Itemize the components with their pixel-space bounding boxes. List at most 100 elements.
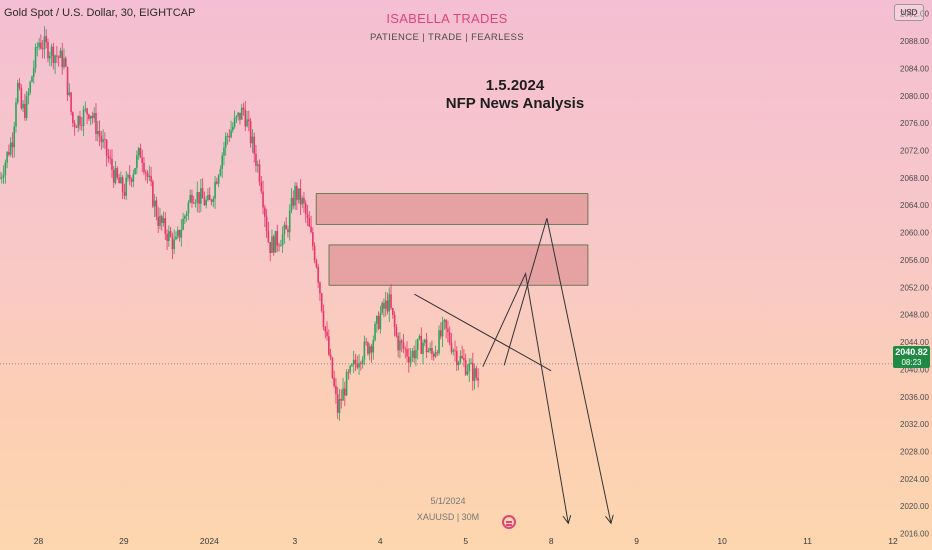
x-tick-label: 3 <box>292 536 297 546</box>
x-tick-label: 8 <box>549 536 554 546</box>
candle-body <box>258 164 261 182</box>
candle-body <box>376 316 378 324</box>
candle-body <box>326 331 328 337</box>
candle-body <box>96 130 99 134</box>
candle-body <box>440 330 442 337</box>
symbol-title: Gold Spot / U.S. Dollar, 30, EIGHTCAP <box>4 7 196 19</box>
candle-body <box>224 136 227 148</box>
candle-body <box>381 303 383 313</box>
candle-body <box>70 92 72 113</box>
candle-body <box>38 42 40 48</box>
candle-body <box>288 210 291 233</box>
candle-body <box>200 188 202 204</box>
candle-body <box>242 107 245 110</box>
projection-path <box>503 218 611 523</box>
candle-body <box>431 348 433 355</box>
candle-body <box>89 115 92 119</box>
candle-body <box>189 194 191 203</box>
candle-body <box>146 172 149 177</box>
candle-body <box>0 177 3 179</box>
candle-body <box>347 372 350 373</box>
y-tick-label: 2032.00 <box>900 420 929 429</box>
candle-body <box>57 56 60 58</box>
candle-body <box>121 177 124 192</box>
candle-body <box>390 294 392 309</box>
candle-body <box>271 236 273 253</box>
candle-body <box>466 371 469 375</box>
candle-body <box>153 200 156 207</box>
current-price-value: 2040.82 <box>895 347 928 357</box>
candle-body <box>64 58 67 67</box>
candle-body <box>281 234 284 246</box>
candle-body <box>368 346 371 354</box>
candle-body <box>16 82 19 103</box>
candle-body <box>43 36 46 50</box>
candle-body <box>4 162 7 176</box>
candle-body <box>456 350 458 366</box>
candle-body <box>296 185 298 200</box>
candle-body <box>374 323 376 341</box>
candle-body <box>264 207 266 217</box>
y-tick-label: 2080.00 <box>900 92 929 101</box>
candle-body <box>25 96 28 119</box>
candle-body <box>63 58 65 68</box>
y-tick-label: 2056.00 <box>900 256 929 265</box>
annotation-title: NFP News Analysis <box>445 95 585 112</box>
candle-body <box>198 192 200 204</box>
currency-button[interactable]: USD <box>894 4 924 21</box>
candle-body <box>141 157 143 163</box>
candle-body <box>267 231 270 243</box>
candle-body <box>143 162 145 173</box>
candle-body <box>356 363 359 368</box>
candle-body <box>36 47 39 48</box>
candle-body <box>100 136 103 143</box>
candle-body <box>79 116 81 126</box>
candle-body <box>303 197 305 204</box>
candle-body <box>205 200 207 206</box>
candle-body <box>393 314 396 328</box>
candle-body <box>461 355 463 359</box>
candle-body <box>383 303 385 309</box>
candle-body <box>452 350 455 352</box>
candle-body <box>322 310 325 327</box>
watermark-date: 5/1/2024 <box>430 496 466 506</box>
candle-body <box>239 112 241 120</box>
candle-body <box>228 135 231 138</box>
candle-body <box>171 236 174 250</box>
candle-body <box>415 350 417 359</box>
candle-body <box>109 158 112 160</box>
candle-body <box>246 119 248 127</box>
candle-body <box>448 332 451 343</box>
candle-body <box>310 226 312 233</box>
y-tick-label: 2072.00 <box>900 146 929 155</box>
candle-body <box>422 342 424 354</box>
candle-body <box>274 230 277 253</box>
candle-body <box>297 188 300 200</box>
candle-body <box>388 294 391 312</box>
candle-body <box>13 126 16 148</box>
candle-body <box>278 245 280 247</box>
candle-body <box>351 364 353 366</box>
candle-body <box>72 112 74 124</box>
candle-body <box>472 362 474 381</box>
bar-countdown: 08:23 <box>901 358 922 367</box>
y-tick-label: 2064.00 <box>900 201 929 210</box>
candle-body <box>438 330 440 354</box>
candle-body <box>306 214 309 218</box>
candle-body <box>212 198 215 202</box>
candle-body <box>48 55 51 59</box>
candle-body <box>50 46 53 56</box>
candle-body <box>464 360 467 375</box>
candle-body <box>196 192 199 203</box>
candle-body <box>116 168 119 178</box>
watermark-symbol: XAUUSD | 30M <box>416 512 480 522</box>
candle-body <box>427 350 430 353</box>
candle-body <box>335 385 337 395</box>
candle-body <box>144 172 147 173</box>
supply-zone <box>328 244 589 286</box>
candle-body <box>441 322 444 337</box>
candle-body <box>399 340 401 351</box>
candle-body <box>112 169 115 183</box>
candle-body <box>447 328 449 333</box>
